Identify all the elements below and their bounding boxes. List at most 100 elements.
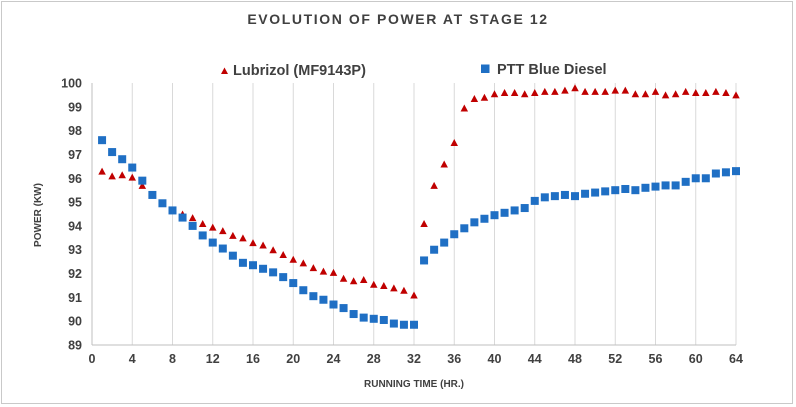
- y-tick-label: 93: [68, 243, 82, 257]
- lubrizol-point: [259, 241, 267, 249]
- lubrizol-point: [671, 90, 680, 98]
- lubrizol-point: [349, 277, 358, 285]
- x-tick-label: 32: [407, 352, 421, 366]
- y-tick-label: 98: [68, 124, 82, 138]
- ptt-point: [218, 244, 227, 253]
- y-tick-label: 94: [68, 219, 82, 233]
- gridlines: [131, 83, 737, 345]
- x-tick-label: 60: [689, 352, 703, 366]
- ptt-point: [279, 273, 288, 282]
- lubrizol-point: [229, 231, 237, 239]
- y-tick-label: 97: [68, 148, 82, 162]
- lubrizol-point: [219, 227, 227, 235]
- y-tick-label: 89: [68, 339, 82, 353]
- lubrizol-point: [460, 104, 469, 112]
- ptt-point: [369, 314, 378, 323]
- ptt-point: [691, 174, 700, 183]
- lubrizol-point: [531, 89, 539, 97]
- lubrizol-point: [430, 181, 438, 189]
- y-tick-label: 92: [68, 267, 82, 281]
- lubrizol-point: [541, 87, 549, 95]
- x-tick-label: 8: [169, 352, 176, 366]
- ptt-point: [440, 238, 449, 247]
- ptt-point: [299, 286, 308, 295]
- ptt-point: [651, 182, 660, 191]
- lubrizol-point: [601, 87, 609, 95]
- ptt-point: [108, 148, 117, 157]
- x-tick-label: 12: [206, 352, 220, 366]
- ptt-point: [389, 319, 398, 328]
- ptt-point: [289, 279, 298, 288]
- ptt-point: [681, 177, 690, 186]
- ptt-point: [701, 174, 710, 183]
- ptt-point: [490, 211, 499, 220]
- lubrizol-point: [198, 220, 207, 228]
- ptt-point: [269, 268, 278, 277]
- ptt-point: [450, 230, 459, 239]
- ptt-point: [158, 199, 167, 208]
- lubrizol-point: [561, 86, 569, 94]
- ptt-point: [410, 320, 418, 329]
- x-tick-labels: 0 4 8 12 16 20 24 28 32 36 40 44 48 52 56 60 64: [89, 352, 743, 366]
- lubrizol-point: [118, 171, 126, 179]
- lubrizol-point: [420, 220, 428, 228]
- ptt-point: [379, 315, 388, 324]
- ptt-point: [188, 221, 197, 230]
- x-tick-label: 52: [608, 352, 622, 366]
- lubrizol-point: [722, 89, 730, 97]
- x-tick-label: 4: [129, 352, 136, 366]
- y-tick-label: 91: [68, 291, 82, 305]
- ptt-point: [732, 167, 740, 176]
- lubrizol-point: [520, 90, 529, 98]
- ptt-point: [480, 214, 489, 223]
- data-points: [98, 84, 740, 329]
- ptt-point: [359, 313, 368, 322]
- lubrizol-point: [621, 86, 630, 94]
- y-tick-label: 99: [68, 100, 82, 114]
- lubrizol-point: [571, 84, 579, 92]
- ptt-point: [399, 320, 408, 329]
- lubrizol-point: [611, 86, 619, 94]
- ptt-point: [661, 181, 670, 190]
- lubrizol-point: [279, 250, 287, 258]
- ptt-point: [500, 208, 509, 217]
- lubrizol-point: [209, 223, 217, 231]
- lubrizol-point: [591, 87, 599, 95]
- lubrizol-point: [239, 234, 247, 242]
- ptt-point: [249, 261, 257, 270]
- legend-marker-lubrizol: [221, 67, 228, 74]
- lubrizol-point: [631, 90, 640, 98]
- ptt-point: [329, 300, 338, 309]
- ptt-point: [259, 264, 268, 273]
- ptt-point: [309, 292, 318, 301]
- lubrizol-point: [500, 89, 509, 97]
- ptt-point: [470, 218, 479, 227]
- lubrizol-point: [661, 91, 670, 99]
- ptt-point: [581, 189, 590, 198]
- lubrizol-point: [128, 173, 136, 181]
- ptt-point: [510, 206, 519, 215]
- x-tick-label: 16: [246, 352, 260, 366]
- x-tick-label: 28: [367, 352, 381, 366]
- ptt-point: [128, 163, 137, 172]
- lubrizol-point: [551, 87, 559, 95]
- x-tick-label: 44: [528, 352, 542, 366]
- legend-marker-ptt: [481, 64, 490, 73]
- y-tick-label: 96: [68, 172, 82, 186]
- ptt-point: [98, 136, 107, 145]
- x-tick-label: 56: [649, 352, 663, 366]
- ptt-point: [641, 183, 650, 192]
- lubrizol-point: [108, 172, 116, 180]
- lubrizol-point: [188, 214, 197, 222]
- ptt-point: [420, 256, 429, 265]
- x-tick-label: 24: [327, 352, 341, 366]
- lubrizol-point: [329, 268, 338, 276]
- axes: [91, 83, 736, 346]
- x-axis-title: RUNNING TIME (HR.): [364, 379, 464, 390]
- lubrizol-point: [359, 276, 368, 283]
- lubrizol-point: [370, 280, 378, 288]
- y-tick-label: 90: [68, 315, 82, 329]
- y-tick-label: 100: [61, 77, 82, 91]
